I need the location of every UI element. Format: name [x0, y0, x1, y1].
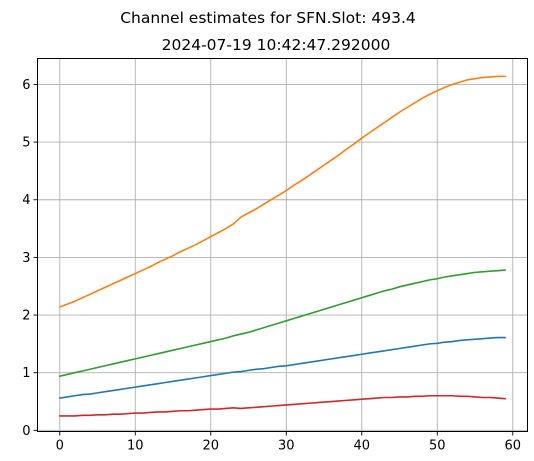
y-tick-label-2: 2 — [22, 309, 30, 324]
chart-title: Channel estimates for SFN.Slot: 493.4 — [120, 9, 416, 27]
y-tick-label-4: 4 — [22, 193, 30, 208]
x-tick-label-50: 50 — [429, 439, 446, 454]
y-axis: 0 1 2 3 4 5 6 — [22, 78, 38, 439]
x-tick-label-20: 20 — [203, 439, 220, 454]
y-tick-label-6: 6 — [22, 78, 30, 93]
x-tick-label-60: 60 — [505, 439, 522, 454]
y-tick-label-3: 3 — [22, 251, 30, 266]
grid — [37, 58, 528, 432]
series-line-1 — [58, 269, 507, 377]
series-lines — [58, 75, 507, 417]
y-tick-label-5: 5 — [22, 136, 30, 151]
plot-frame — [37, 58, 528, 432]
series-line-2 — [58, 336, 507, 399]
x-axis: 0 10 20 30 40 50 60 — [56, 431, 522, 454]
series-line-0 — [58, 75, 507, 308]
series-line-3 — [58, 394, 507, 417]
y-tick-label-1: 1 — [22, 366, 30, 381]
x-tick-label-30: 30 — [278, 439, 295, 454]
x-tick-label-0: 0 — [56, 439, 64, 454]
y-tick-label-0: 0 — [22, 424, 30, 439]
x-tick-label-40: 40 — [354, 439, 371, 454]
x-tick-label-10: 10 — [127, 439, 144, 454]
chart-subtitle: 2024-07-19 10:42:47.292000 — [162, 36, 391, 54]
